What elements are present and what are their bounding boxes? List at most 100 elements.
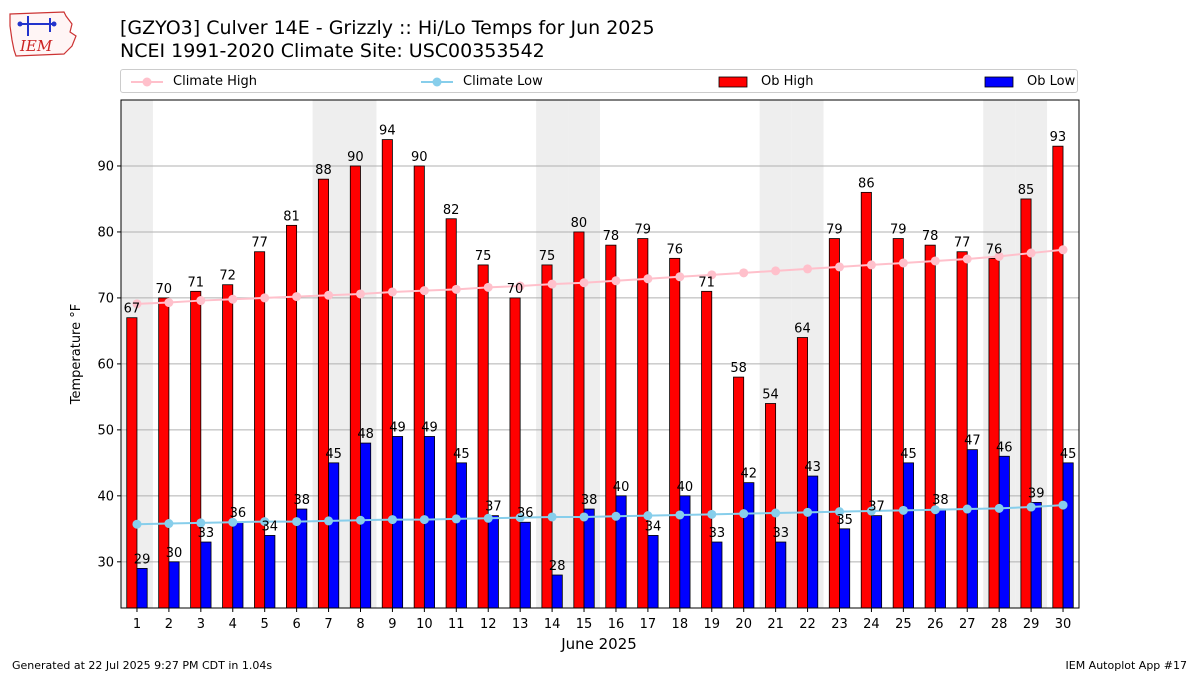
ob-low-bar-day-26 — [934, 508, 946, 609]
climate-high-point-day-10 — [419, 286, 429, 296]
climate-high-point-day-23 — [835, 262, 844, 272]
climate-high-point-day-20 — [739, 268, 749, 278]
climate-high-point-day-4 — [228, 294, 238, 304]
ob-low-bar-day-20 — [743, 482, 755, 609]
iem-logo: IEM — [9, 11, 77, 57]
x-tick-label-8: 8 — [356, 617, 364, 632]
ob-high-label-day-15: 80 — [571, 216, 588, 231]
ob-low-label-day-20: 42 — [741, 467, 758, 482]
ob-high-bar-day-11 — [445, 218, 457, 609]
x-tick-label-27: 27 — [959, 617, 976, 632]
ob-high-label-day-8: 90 — [347, 150, 364, 165]
ob-low-bar-day-1 — [136, 568, 148, 609]
x-tick-label-11: 11 — [448, 617, 465, 632]
x-tick-label-14: 14 — [544, 617, 561, 632]
chart-subtitle: NCEI 1991-2020 Climate Site: USC00353542 — [120, 40, 545, 62]
ob-high-label-day-30: 93 — [1050, 130, 1067, 145]
ob-high-bar-day-23 — [828, 238, 840, 609]
ob-low-label-day-12: 37 — [485, 500, 502, 515]
ob-low-label-day-4: 36 — [230, 506, 247, 521]
climate-low-point-day-23 — [835, 507, 844, 517]
x-tick-label-20: 20 — [735, 617, 752, 632]
climate-low-point-day-10 — [419, 515, 429, 525]
x-tick-label-2: 2 — [165, 617, 173, 632]
climate-high-point-day-8 — [356, 289, 365, 299]
ob-low-bar-day-17 — [647, 535, 659, 609]
ob-high-bar-day-6 — [286, 224, 298, 609]
ob-low-label-day-8: 48 — [357, 427, 374, 442]
climate-high-point-day-27 — [962, 254, 972, 264]
climate-lines — [132, 245, 1068, 529]
climate-low-point-day-14 — [547, 512, 557, 522]
ob-high-label-day-16: 78 — [603, 229, 620, 244]
ob-high-bar-day-26 — [924, 244, 936, 609]
ob-high-bar-day-13 — [509, 297, 521, 609]
ob-high-bar-day-4 — [222, 284, 234, 609]
ob-high-label-day-25: 79 — [890, 223, 907, 238]
ob-high-label-day-28: 76 — [986, 242, 1003, 257]
ob-high-label-day-9: 94 — [379, 124, 396, 139]
climate-low-point-day-19 — [707, 509, 717, 519]
climate-low-point-day-30 — [1058, 500, 1068, 510]
ob-high-label-day-10: 90 — [411, 150, 428, 165]
y-tick-label-50: 50 — [97, 423, 114, 438]
ob-high-label-day-26: 78 — [922, 229, 939, 244]
ob-high-bar-day-15 — [573, 231, 585, 609]
ob-low-bar-day-24 — [871, 515, 883, 609]
climate-high-point-day-13 — [515, 281, 525, 291]
climate-low-point-day-17 — [643, 511, 653, 521]
ob-low-bar-day-14 — [551, 574, 563, 609]
y-tick-label-90: 90 — [97, 159, 114, 174]
ob-high-bar-day-8 — [349, 165, 361, 609]
ob-low-label-day-19: 33 — [709, 526, 726, 541]
ob-low-label-day-18: 40 — [677, 480, 694, 495]
climate-low-point-day-11 — [451, 514, 461, 524]
ob-high-label-day-5: 77 — [251, 236, 268, 251]
climate-low-point-day-2 — [164, 519, 174, 529]
climate-high-point-day-24 — [866, 260, 876, 270]
climate-low-point-day-21 — [771, 508, 781, 518]
ob-low-label-day-23: 35 — [836, 513, 853, 528]
climate-high-point-day-9 — [387, 287, 397, 297]
climate-low-point-day-9 — [387, 515, 397, 525]
ob-low-bar-day-11 — [455, 462, 467, 609]
y-tick-label-60: 60 — [97, 357, 114, 372]
ob-high-bar-day-27 — [956, 251, 968, 609]
climate-low-point-day-5 — [260, 517, 270, 527]
bars — [126, 139, 1074, 609]
climate-high-line — [136, 248, 1064, 305]
ob-low-bar-day-30 — [1062, 462, 1074, 609]
x-tick-label-29: 29 — [1023, 617, 1040, 632]
climate-high-point-day-18 — [675, 272, 685, 282]
legend-label-climate-low: Climate Low — [463, 74, 543, 89]
x-tick-label-5: 5 — [261, 617, 269, 632]
plot-frame — [120, 99, 1080, 609]
climate-high-point-day-30 — [1058, 245, 1068, 255]
y-tick-label-70: 70 — [97, 291, 114, 306]
ob-high-bar-day-3 — [190, 290, 202, 609]
climate-low-point-day-6 — [292, 517, 302, 527]
ob-low-label-day-24: 37 — [868, 500, 885, 515]
climate-high-point-day-22 — [803, 264, 813, 274]
climate-low-point-day-15 — [579, 512, 589, 522]
ob-low-label-day-26: 38 — [932, 493, 949, 508]
x-tick-label-13: 13 — [512, 617, 529, 632]
ob-high-label-day-1: 67 — [124, 302, 141, 317]
ob-low-bar-day-22 — [807, 475, 819, 609]
ob-high-bar-day-29 — [1020, 198, 1032, 609]
ob-high-bar-day-17 — [637, 238, 649, 609]
ob-high-bar-day-9 — [381, 139, 393, 609]
climate-low-point-day-28 — [994, 503, 1004, 513]
ob-high-label-day-22: 64 — [794, 322, 811, 337]
ob-low-bar-day-2 — [168, 561, 180, 609]
climate-high-point-day-21 — [771, 266, 781, 276]
generated-timestamp: Generated at 22 Jul 2025 9:27 PM CDT in … — [12, 659, 273, 672]
climate-low-point-day-3 — [196, 518, 206, 528]
ob-high-bar-day-21 — [765, 403, 777, 609]
chart-title: [GZYO3] Culver 14E - Grizzly :: Hi/Lo Te… — [120, 17, 655, 39]
x-tick-label-28: 28 — [991, 617, 1008, 632]
x-tick-label-10: 10 — [416, 617, 433, 632]
climate-high-point-day-14 — [547, 279, 557, 289]
y-tick-label-40: 40 — [97, 489, 114, 504]
